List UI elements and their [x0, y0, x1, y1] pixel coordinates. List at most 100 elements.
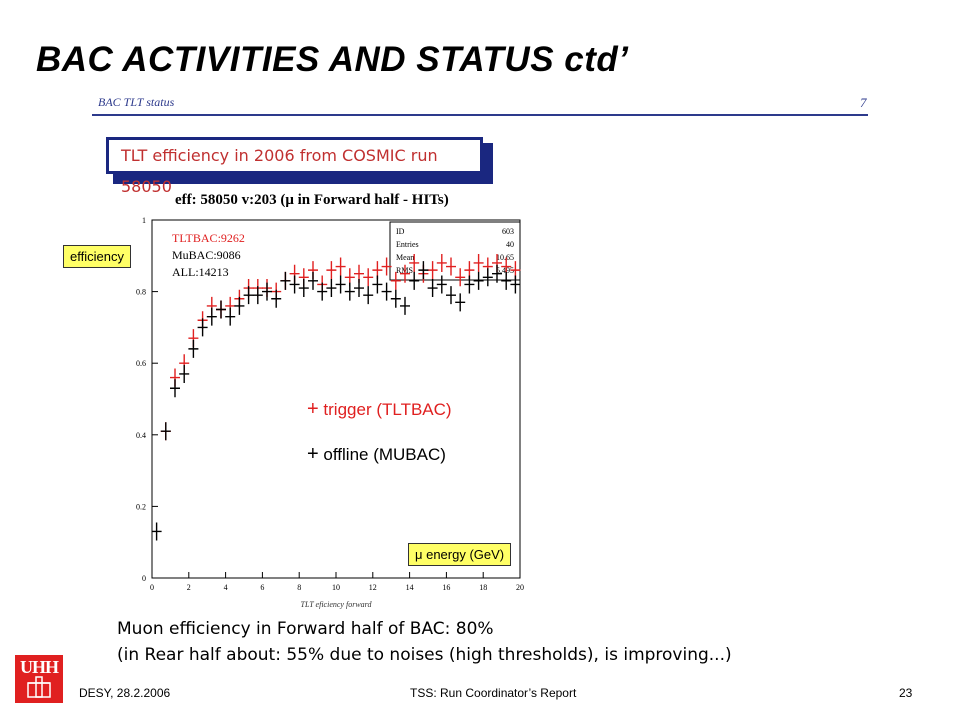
- data-point: [436, 275, 447, 294]
- data-point: [170, 379, 180, 398]
- data-point: [197, 318, 208, 337]
- overlay-counts: TLTBAC:9262 MuBAC:9086 ALL:14213: [172, 231, 245, 279]
- data-point: [464, 275, 475, 294]
- stats-box: ID 603 Entries 40 Mean 10.65 RMS 5.495: [389, 221, 521, 281]
- stats-mean-value: 10.65: [496, 253, 514, 262]
- y-tick-label: 0: [142, 574, 146, 583]
- logo-text: UHH: [20, 657, 59, 677]
- x-tick-label: 14: [406, 583, 414, 592]
- data-point: [455, 268, 466, 287]
- data-point: [381, 257, 392, 276]
- data-point: [501, 271, 512, 290]
- legend-offline-label: offline (MUBAC): [323, 445, 446, 464]
- legend-offline: + offline (MUBAC): [307, 443, 446, 466]
- data-point: [436, 253, 447, 272]
- stats-mean-label: Mean: [396, 253, 414, 262]
- stats-rms-value: 5.495: [496, 266, 514, 275]
- data-point: [427, 279, 438, 298]
- efficiency-chart: 0 0.2 0.4 0.6 0.8 1 0 2 4 6 8 10 12 14 16 18 20 TLT efi…: [136, 216, 524, 609]
- stats-box-frame: [389, 221, 521, 281]
- series-layer: [151, 253, 521, 541]
- x-tick-label: 4: [224, 583, 228, 592]
- data-point: [289, 275, 300, 294]
- data-point: [363, 286, 374, 305]
- data-point: [188, 339, 199, 358]
- data-point: [344, 282, 355, 301]
- stats-id-value: 603: [502, 227, 514, 236]
- data-point: [160, 422, 171, 441]
- x-tick-label: 20: [516, 583, 524, 592]
- stats-entries-value: 40: [506, 240, 514, 249]
- data-point: [234, 296, 245, 315]
- data-point: [381, 282, 392, 301]
- data-point: [335, 275, 346, 294]
- slide-title: BAC ACTIVITIES AND STATUS ctd’: [36, 40, 629, 79]
- x-axis-label: TLT eficiency forward: [301, 600, 373, 609]
- legend-trigger-marker: +: [307, 398, 319, 420]
- data-point: [473, 271, 484, 290]
- data-point: [455, 293, 466, 312]
- data-point: [446, 257, 456, 276]
- sub-header: BAC TLT status: [98, 95, 175, 109]
- data-point: [298, 279, 309, 298]
- data-point: [252, 286, 263, 305]
- y-tick-label: 0.2: [136, 502, 146, 511]
- x-tick-label: 8: [297, 583, 301, 592]
- plot-heading: eff: 58050 v:203 (μ in Forward half - HI…: [175, 192, 449, 208]
- data-point: [390, 271, 401, 290]
- data-point: [271, 289, 282, 308]
- data-point: [206, 307, 217, 326]
- data-point: [418, 261, 429, 280]
- data-point: [151, 522, 162, 541]
- header-rule: [92, 114, 868, 116]
- ylabel-tag: efficiency: [63, 245, 131, 268]
- overlay-count-mubac: MuBAC:9086: [172, 248, 241, 262]
- data-point: [216, 300, 226, 319]
- sub-page-number: 7: [860, 95, 867, 110]
- x-axis-ticks: 0 2 4 6 8 10 12 14 16 18 20: [150, 572, 524, 592]
- legend-trigger-label: trigger (TLTBAC): [323, 400, 452, 419]
- data-point: [390, 289, 401, 308]
- data-point: [400, 264, 410, 283]
- footer-page-number: 23: [899, 686, 913, 700]
- data-point: [354, 279, 364, 298]
- data-point: [326, 279, 337, 298]
- data-point: [473, 253, 484, 272]
- y-tick-label: 1: [142, 216, 146, 225]
- data-point: [510, 275, 521, 294]
- data-point: [482, 268, 493, 287]
- x-tick-label: 6: [260, 583, 264, 592]
- y-tick-label: 0.6: [136, 359, 146, 368]
- footer-title: TSS: Run Coordinator’s Report: [410, 686, 577, 700]
- data-point: [262, 282, 272, 301]
- data-point: [409, 271, 420, 290]
- data-point: [326, 261, 337, 280]
- x-tick-label: 10: [332, 583, 340, 592]
- y-tick-label: 0.8: [136, 288, 146, 297]
- stats-entries-label: Entries: [396, 240, 419, 249]
- note-line-2: (in Rear half about: 55% due to noises (…: [117, 645, 732, 665]
- data-point: [409, 253, 420, 272]
- data-point: [492, 264, 502, 283]
- data-point: [335, 257, 346, 276]
- x-tick-label: 16: [442, 583, 450, 592]
- data-point: [400, 296, 410, 315]
- x-tick-label: 2: [187, 583, 191, 592]
- legend-offline-marker: +: [307, 443, 319, 465]
- xlabel-tag: μ energy (GeV): [408, 543, 512, 566]
- y-tick-label: 0.4: [136, 431, 146, 440]
- tlt-efficiency-box: TLT efficiency in 2006 from COSMIC run 5…: [106, 137, 483, 196]
- overlay-count-tltbac: TLTBAC:9262: [172, 231, 245, 245]
- x-tick-label: 12: [369, 583, 377, 592]
- y-axis-ticks: 0 0.2 0.4 0.6 0.8 1: [136, 216, 158, 583]
- data-point: [308, 271, 318, 290]
- data-point: [317, 282, 328, 301]
- data-point: [280, 271, 291, 290]
- data-point: [427, 261, 438, 280]
- data-point: [363, 268, 374, 287]
- uhh-logo: UHH: [15, 655, 63, 703]
- logo-emblem: [27, 676, 51, 698]
- data-point: [243, 286, 254, 305]
- x-tick-label: 18: [479, 583, 487, 592]
- data-point: [372, 275, 383, 294]
